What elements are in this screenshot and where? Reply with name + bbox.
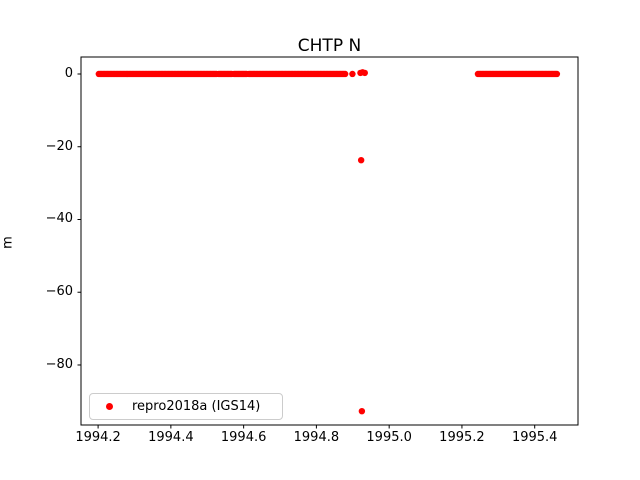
scatter-points bbox=[95, 69, 561, 415]
data-point bbox=[553, 70, 561, 78]
y-tick-label: −40 bbox=[45, 211, 73, 227]
data-point bbox=[341, 70, 349, 78]
y-tick-label: −60 bbox=[45, 284, 73, 300]
y-tick-label: −80 bbox=[45, 356, 73, 372]
y-tick-label: −20 bbox=[45, 138, 73, 154]
x-tick-label: 1994.4 bbox=[148, 430, 194, 445]
data-point bbox=[358, 407, 366, 415]
y-axis-label: m bbox=[0, 236, 16, 249]
x-tick-label: 1994.6 bbox=[220, 430, 267, 445]
x-tick-label: 1994.2 bbox=[75, 430, 121, 445]
data-point bbox=[349, 70, 356, 78]
data-point bbox=[361, 69, 368, 77]
legend-label: repro2018a (IGS14) bbox=[132, 399, 261, 414]
data-point bbox=[357, 156, 365, 164]
x-tick-label: 1995.4 bbox=[511, 430, 558, 445]
axes-frame bbox=[80, 56, 579, 426]
axis-ticks bbox=[77, 73, 536, 429]
chart-title: CHTP N bbox=[297, 36, 362, 56]
x-tick-label: 1995.0 bbox=[366, 430, 412, 445]
legend-marker-dot-icon bbox=[106, 403, 113, 410]
legend: repro2018a (IGS14) bbox=[89, 393, 283, 420]
x-tick-label: 1995.2 bbox=[439, 430, 485, 445]
x-tick-label: 1994.8 bbox=[293, 430, 340, 445]
y-tick-label: 0 bbox=[64, 65, 73, 81]
